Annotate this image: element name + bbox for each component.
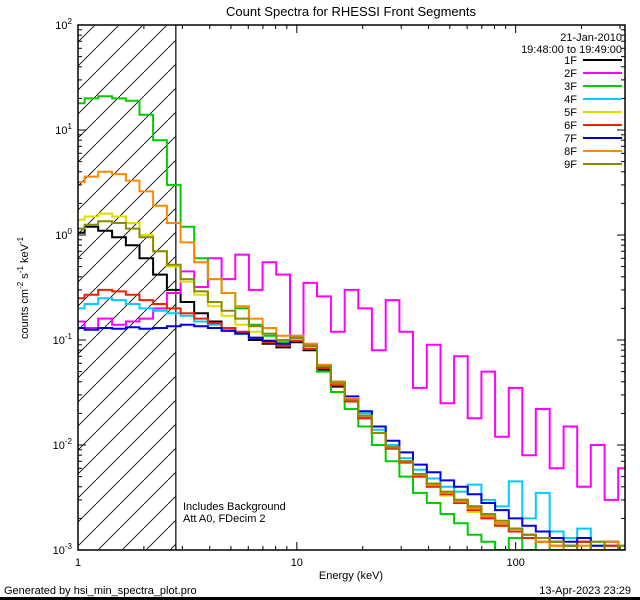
series-path-3F — [78, 95, 625, 550]
series-path-9F — [78, 220, 625, 550]
x-axis-label: Energy (keV) — [319, 570, 383, 582]
attenuator-hatch-region — [78, 25, 177, 550]
y-tick-label-10e1: 101 — [55, 122, 72, 137]
hatch-fill — [78, 25, 176, 550]
legend-label-7F: 7F — [564, 133, 577, 145]
obs-date: 21-Jan-2010 — [560, 32, 622, 44]
y-tick-label-10e2: 102 — [55, 17, 72, 32]
legend-label-1F: 1F — [564, 55, 577, 67]
plot-title: Count Spectra for RHESSI Front Segments — [226, 4, 476, 19]
series-path-2F — [78, 253, 625, 501]
window-bottom-border — [0, 597, 640, 600]
x-tick-label-1: 1 — [75, 557, 81, 569]
footer-timestamp: 13-Apr-2023 23:29 — [539, 585, 631, 597]
annotation-includes-background: Includes Background — [183, 501, 286, 513]
legend-label-5F: 5F — [564, 107, 577, 119]
x-tick-label-10: 10 — [291, 557, 303, 569]
series-path-8F — [78, 170, 625, 550]
legend-label-8F: 8F — [564, 146, 577, 158]
footer-generated-by: Generated by hsi_min_spectra_plot.pro — [4, 585, 197, 597]
obs-time-range: 19:48:00 to 19:49:00 — [521, 44, 622, 56]
x-tick-label-100: 100 — [506, 557, 524, 569]
spectra-series — [78, 95, 625, 550]
legend-label-4F: 4F — [564, 94, 577, 106]
legend-label-2F: 2F — [564, 68, 577, 80]
y-axis-label: counts cm-2 s-1 keV-1 — [16, 236, 31, 339]
axis-tick-labels: 1 10 100 102 101 100 10-1 10-2 10-3 — [53, 17, 525, 569]
y-tick-label-10e-3: 10-3 — [53, 542, 73, 557]
series-path-7F — [78, 323, 625, 550]
y-axis-label-text: counts cm-2 s-1 keV-1 — [16, 236, 31, 339]
plot-frame — [77, 24, 626, 551]
y-tick-label-10e-1: 10-1 — [53, 332, 73, 347]
y-tick-label-10e0: 100 — [55, 227, 72, 242]
legend-label-9F: 9F — [564, 159, 577, 171]
legend-label-3F: 3F — [564, 81, 577, 93]
legend-label-6F: 6F — [564, 120, 577, 132]
annotation-attenuator-state: Att A0, FDecim 2 — [183, 513, 266, 525]
y-tick-label-10e-2: 10-2 — [53, 437, 73, 452]
